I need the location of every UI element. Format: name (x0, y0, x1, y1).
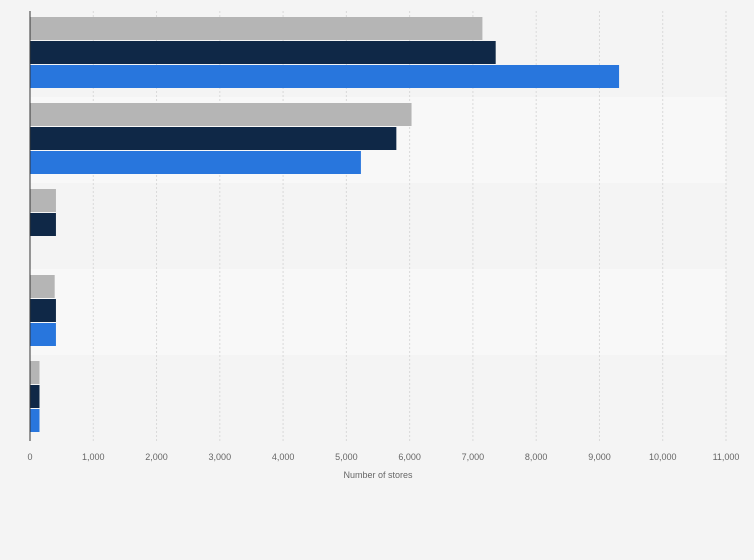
x-tick-label: 10,000 (649, 452, 677, 462)
x-tick-label: 6,000 (398, 452, 421, 462)
category-band (30, 183, 726, 269)
bar[interactable] (30, 127, 397, 150)
bar[interactable] (30, 299, 56, 322)
x-tick-label: 11,000 (713, 452, 740, 462)
x-tick-label: 1,000 (82, 452, 105, 462)
x-tick-label: 7,000 (462, 452, 485, 462)
x-tick-label: 9,000 (588, 452, 611, 462)
x-axis-title: Number of stores (343, 470, 413, 480)
bar[interactable] (30, 213, 56, 236)
bar[interactable] (30, 151, 361, 174)
x-tick-label: 4,000 (272, 452, 295, 462)
x-tick-label: 8,000 (525, 452, 548, 462)
x-tick-labels: 0 1,000 2,000 3,000 4,000 5,000 6,000 7,000 8,00… (27, 452, 739, 462)
category-band (30, 269, 726, 355)
x-tick-label: 5,000 (335, 452, 358, 462)
bars (30, 17, 620, 432)
bar[interactable] (30, 323, 56, 346)
x-tick-label: 3,000 (209, 452, 232, 462)
bar[interactable] (30, 41, 496, 64)
bar[interactable] (30, 65, 620, 88)
bar[interactable] (30, 361, 40, 384)
bar[interactable] (30, 409, 40, 432)
bar[interactable] (30, 17, 483, 40)
bar[interactable] (30, 275, 55, 298)
category-band (30, 355, 726, 441)
x-tick-label: 2,000 (145, 452, 168, 462)
x-tick-label: 0 (27, 452, 32, 462)
bar[interactable] (30, 189, 56, 212)
bar[interactable] (30, 385, 40, 408)
bar[interactable] (30, 103, 412, 126)
